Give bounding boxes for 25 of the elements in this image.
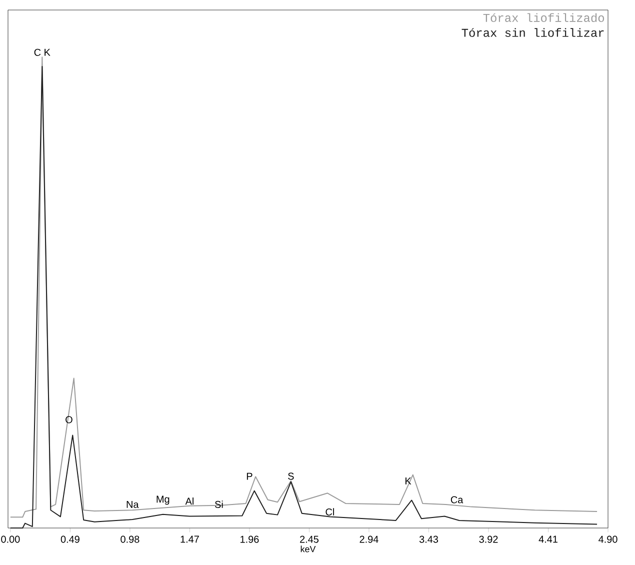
annotation: P	[246, 472, 252, 480]
x-tick-label: 1.47	[180, 536, 199, 543]
annotation: C K	[34, 48, 50, 56]
x-tick-label: 2.45	[300, 536, 318, 543]
x-tick-label: 0.00	[1, 536, 20, 543]
x-tick-label: 2.94	[360, 536, 378, 543]
annotation: Al	[185, 497, 194, 505]
text: Tórax liofilizado	[483, 13, 604, 22]
x-tick-label: 0.98	[120, 536, 140, 543]
x-tick-label: 4.41	[538, 536, 558, 543]
annotation: Mg	[156, 496, 170, 505]
x-tick-label: 4.90	[598, 536, 618, 543]
annotation: Cl	[326, 508, 334, 516]
annotation: S	[288, 472, 294, 480]
x-axis-title: keV	[300, 546, 316, 552]
annotation: Na	[126, 501, 139, 508]
annotation: K	[405, 478, 412, 484]
x-tick-label: 3.92	[479, 536, 498, 543]
x-tick-label: 1.96	[240, 536, 259, 543]
x-tick-label: 3.43	[419, 536, 438, 543]
annotation: Si	[215, 500, 223, 508]
text: Tórax sin liofilizar	[462, 28, 604, 37]
annotation: Ca	[450, 496, 464, 504]
annotation: O	[66, 416, 72, 424]
x-tick-label: 0.49	[60, 536, 80, 543]
